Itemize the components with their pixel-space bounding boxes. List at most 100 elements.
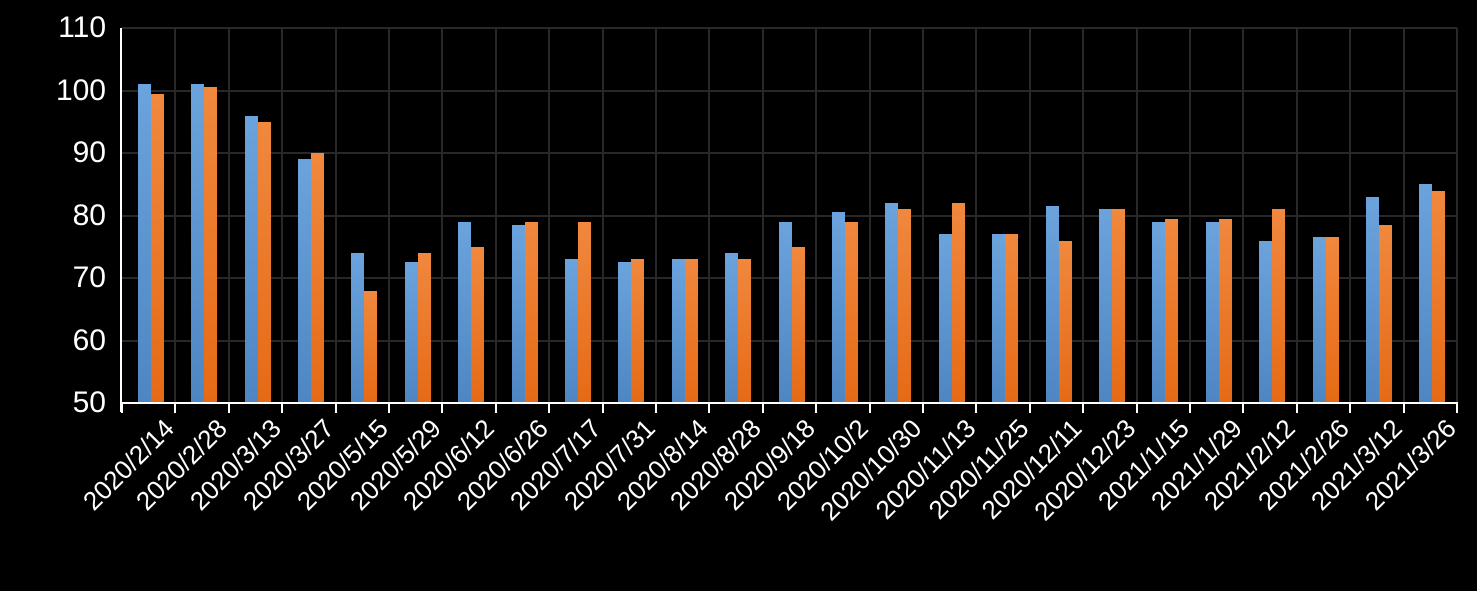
vertical-gridline bbox=[922, 28, 924, 403]
bar-series1 bbox=[244, 115, 258, 403]
bar-series2 bbox=[1005, 234, 1019, 403]
bar-series1 bbox=[1312, 237, 1326, 403]
vertical-gridline bbox=[441, 28, 444, 403]
bar-series1 bbox=[404, 262, 418, 403]
x-axis-tick bbox=[1028, 403, 1031, 413]
vertical-gridline bbox=[1295, 28, 1298, 403]
plot-area bbox=[122, 27, 1458, 403]
x-axis-tick bbox=[1189, 403, 1191, 413]
x-axis-tick bbox=[1402, 403, 1405, 413]
bar-series1 bbox=[191, 84, 205, 403]
bar-series1 bbox=[1205, 221, 1219, 403]
bar-series2 bbox=[1432, 190, 1446, 403]
vertical-gridline bbox=[281, 28, 284, 403]
vertical-gridline bbox=[708, 28, 711, 403]
y-axis-tick-label: 50 bbox=[72, 386, 106, 419]
bar-series2 bbox=[257, 121, 271, 403]
vertical-gridline bbox=[548, 28, 551, 403]
vertical-gridline bbox=[334, 28, 337, 403]
bar-series2 bbox=[577, 221, 591, 403]
x-axis-tick bbox=[761, 403, 764, 413]
bar-series2 bbox=[524, 221, 538, 403]
bar-series2 bbox=[631, 259, 645, 403]
bar-series1 bbox=[458, 221, 472, 403]
y-axis-tick-label: 110 bbox=[58, 11, 106, 44]
x-axis-tick bbox=[388, 403, 390, 413]
x-axis-tick bbox=[922, 403, 924, 413]
x-axis-tick bbox=[174, 403, 177, 413]
bar-series2 bbox=[310, 153, 324, 403]
bar-series2 bbox=[1058, 240, 1072, 403]
vertical-gridline bbox=[1028, 28, 1031, 403]
bar-series2 bbox=[204, 87, 218, 403]
horizontal-gridline bbox=[122, 214, 1457, 217]
vertical-gridline bbox=[761, 28, 764, 403]
y-axis-tick-label: 60 bbox=[72, 323, 106, 357]
x-axis-tick bbox=[494, 403, 497, 413]
bar-series2 bbox=[1378, 224, 1392, 403]
vertical-gridline bbox=[1189, 28, 1191, 403]
horizontal-gridline bbox=[122, 89, 1457, 92]
horizontal-gridline bbox=[122, 152, 1457, 154]
bar-series2 bbox=[1165, 218, 1179, 403]
x-axis-tick bbox=[1349, 403, 1352, 413]
bar-series1 bbox=[564, 259, 578, 403]
vertical-gridline bbox=[494, 28, 497, 403]
bar-series2 bbox=[791, 246, 805, 403]
bar-series1 bbox=[1152, 221, 1166, 403]
bar-series2 bbox=[471, 246, 485, 403]
bar-series1 bbox=[938, 234, 952, 403]
x-axis-tick bbox=[601, 403, 604, 413]
vertical-gridline bbox=[868, 28, 871, 403]
bar-series1 bbox=[885, 203, 899, 403]
y-axis-tick-label: 80 bbox=[72, 198, 106, 232]
bar-series2 bbox=[417, 253, 431, 403]
bar-series1 bbox=[671, 259, 685, 403]
bar-series1 bbox=[992, 234, 1006, 403]
vertical-gridline bbox=[1135, 28, 1138, 403]
x-axis-tick bbox=[1295, 403, 1298, 413]
bar-series2 bbox=[364, 290, 378, 403]
x-axis-tick bbox=[1456, 403, 1458, 413]
bar-series2 bbox=[1325, 237, 1339, 403]
x-axis-tick bbox=[281, 403, 284, 413]
bar-series1 bbox=[297, 159, 311, 403]
bar-series2 bbox=[738, 259, 752, 403]
y-axis-line bbox=[120, 28, 122, 412]
x-axis-tick bbox=[655, 403, 657, 413]
bar-series1 bbox=[1098, 209, 1112, 403]
bar-series2 bbox=[1111, 209, 1125, 403]
vertical-gridline bbox=[1456, 28, 1458, 403]
vertical-gridline bbox=[1242, 28, 1245, 403]
bar-series1 bbox=[137, 84, 151, 403]
bar-series2 bbox=[898, 209, 912, 403]
x-axis-tick bbox=[334, 403, 337, 413]
bar-series1 bbox=[1419, 184, 1433, 403]
x-axis-tick bbox=[815, 403, 818, 413]
vertical-gridline bbox=[388, 28, 390, 403]
vertical-gridline bbox=[1082, 28, 1085, 403]
bar-series1 bbox=[1365, 196, 1379, 403]
horizontal-gridline bbox=[122, 27, 1457, 29]
vertical-gridline bbox=[975, 28, 978, 403]
x-axis-tick bbox=[1242, 403, 1245, 413]
bar-series2 bbox=[684, 259, 698, 403]
x-axis-tick bbox=[548, 403, 551, 413]
bar-series2 bbox=[951, 203, 965, 403]
vertical-gridline bbox=[174, 28, 177, 403]
bar-series1 bbox=[1045, 206, 1059, 403]
x-axis-tick bbox=[1082, 403, 1085, 413]
bar-series1 bbox=[778, 221, 792, 403]
x-axis-tick bbox=[868, 403, 871, 413]
bar-series2 bbox=[1272, 209, 1286, 403]
x-axis-tick bbox=[1135, 403, 1138, 413]
bar-series2 bbox=[150, 93, 164, 403]
x-axis-tick bbox=[227, 403, 230, 413]
y-axis-tick-label: 100 bbox=[55, 73, 106, 107]
bar-series1 bbox=[511, 224, 525, 403]
y-axis-tick-label: 90 bbox=[72, 136, 106, 169]
bar-series1 bbox=[351, 253, 365, 403]
x-axis-tick bbox=[121, 403, 123, 413]
bar-series1 bbox=[618, 262, 632, 403]
bar-series2 bbox=[844, 221, 858, 403]
